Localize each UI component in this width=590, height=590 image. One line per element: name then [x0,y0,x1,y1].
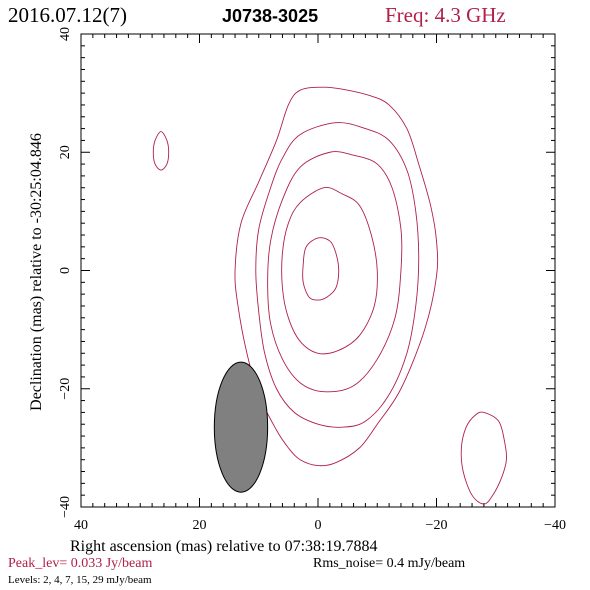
rms-noise: Rms_noise= 0.4 mJy/beam [313,556,465,571]
observation-date: 2016.07.12(7) [8,3,127,27]
x-tick-label: 20 [193,518,207,533]
x-tick-label: 0 [315,518,322,533]
beam-group [213,361,269,493]
source-name: J0738-3025 [222,6,318,26]
beam-ellipse [213,361,269,493]
y-tick-label: −40 [58,496,73,518]
plot-frame [80,33,556,508]
contours [152,86,507,505]
contour-line [281,186,378,355]
contour-line [302,237,340,301]
y-axis-label: Declination (mas) relative to -30:25:04.… [28,133,45,411]
x-tick-labels: 40 20 0 −20 −40 [74,518,566,533]
frequency-label: Freq: 4.3 GHz [385,3,506,27]
peak-level: Peak_lev= 0.033 Jy/beam [8,556,152,571]
x-tick-label: −20 [426,518,448,533]
x-axis-label: Right ascension (mas) relative to 07:38:… [70,538,378,555]
axis-ticks [80,33,556,508]
y-tick-label: 40 [58,27,73,41]
contour-line [255,122,420,428]
y-tick-label: −20 [58,378,73,400]
y-tick-label: 20 [58,145,73,159]
contour-line [460,411,507,505]
y-tick-label: 0 [58,267,73,274]
contour-line [152,131,170,171]
x-tick-label: −40 [544,518,566,533]
x-tick-label: 40 [74,518,88,533]
contour-levels: Levels: 2, 4, 7, 15, 29 mJy/beam [8,574,152,586]
y-tick-labels: −40 −20 0 20 40 [58,27,73,518]
contour-line [267,151,403,393]
contour-line [234,86,439,467]
